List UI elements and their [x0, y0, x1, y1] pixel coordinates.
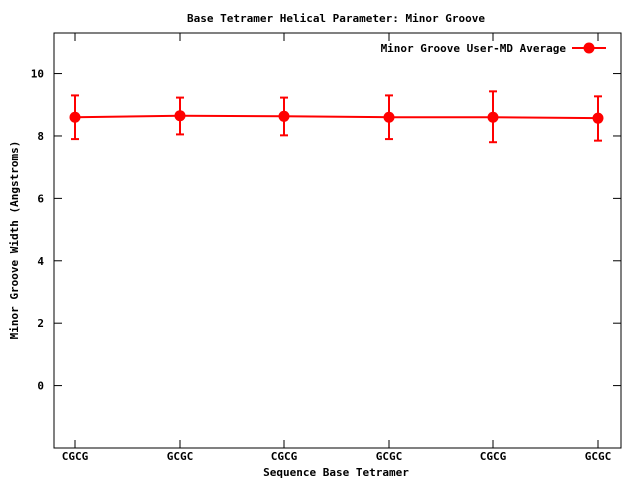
- y-tick-label: 8: [37, 130, 44, 143]
- x-tick-label: GCGC: [376, 450, 403, 463]
- data-point: [278, 110, 290, 122]
- x-axis: CGCG GCGC CGCG GCGC CGCG GCGC: [62, 33, 612, 463]
- x-axis-label: Sequence Base Tetramer: [263, 466, 409, 479]
- x-tick-label: CGCG: [62, 450, 89, 463]
- x-tick-label: GCGC: [167, 450, 194, 463]
- y-axis: 0 2 4 6 8 10: [31, 68, 621, 393]
- data-point: [174, 110, 186, 122]
- x-tick-label: GCGC: [585, 450, 612, 463]
- y-axis-label: Minor Groove Width (Angstroms): [8, 141, 21, 340]
- y-tick-label: 2: [37, 317, 44, 330]
- legend-label: Minor Groove User-MD Average: [381, 42, 567, 55]
- x-tick-label: CGCG: [480, 450, 507, 463]
- data-point: [69, 111, 81, 123]
- data-point: [592, 112, 604, 124]
- y-tick-label: 6: [37, 192, 44, 205]
- series-line: [74, 114, 599, 120]
- y-tick-label: 4: [37, 255, 44, 268]
- data-point: [383, 111, 395, 123]
- x-tick-label: CGCG: [271, 450, 298, 463]
- series-layer: [69, 90, 604, 144]
- legend-marker: [583, 42, 595, 54]
- y-tick-label: 0: [37, 380, 44, 393]
- plot-frame: [53, 32, 622, 449]
- y-tick-label: 10: [31, 68, 44, 81]
- chart-title: Base Tetramer Helical Parameter: Minor G…: [187, 12, 485, 25]
- legend: Minor Groove User-MD Average: [381, 42, 606, 55]
- data-point: [487, 111, 499, 123]
